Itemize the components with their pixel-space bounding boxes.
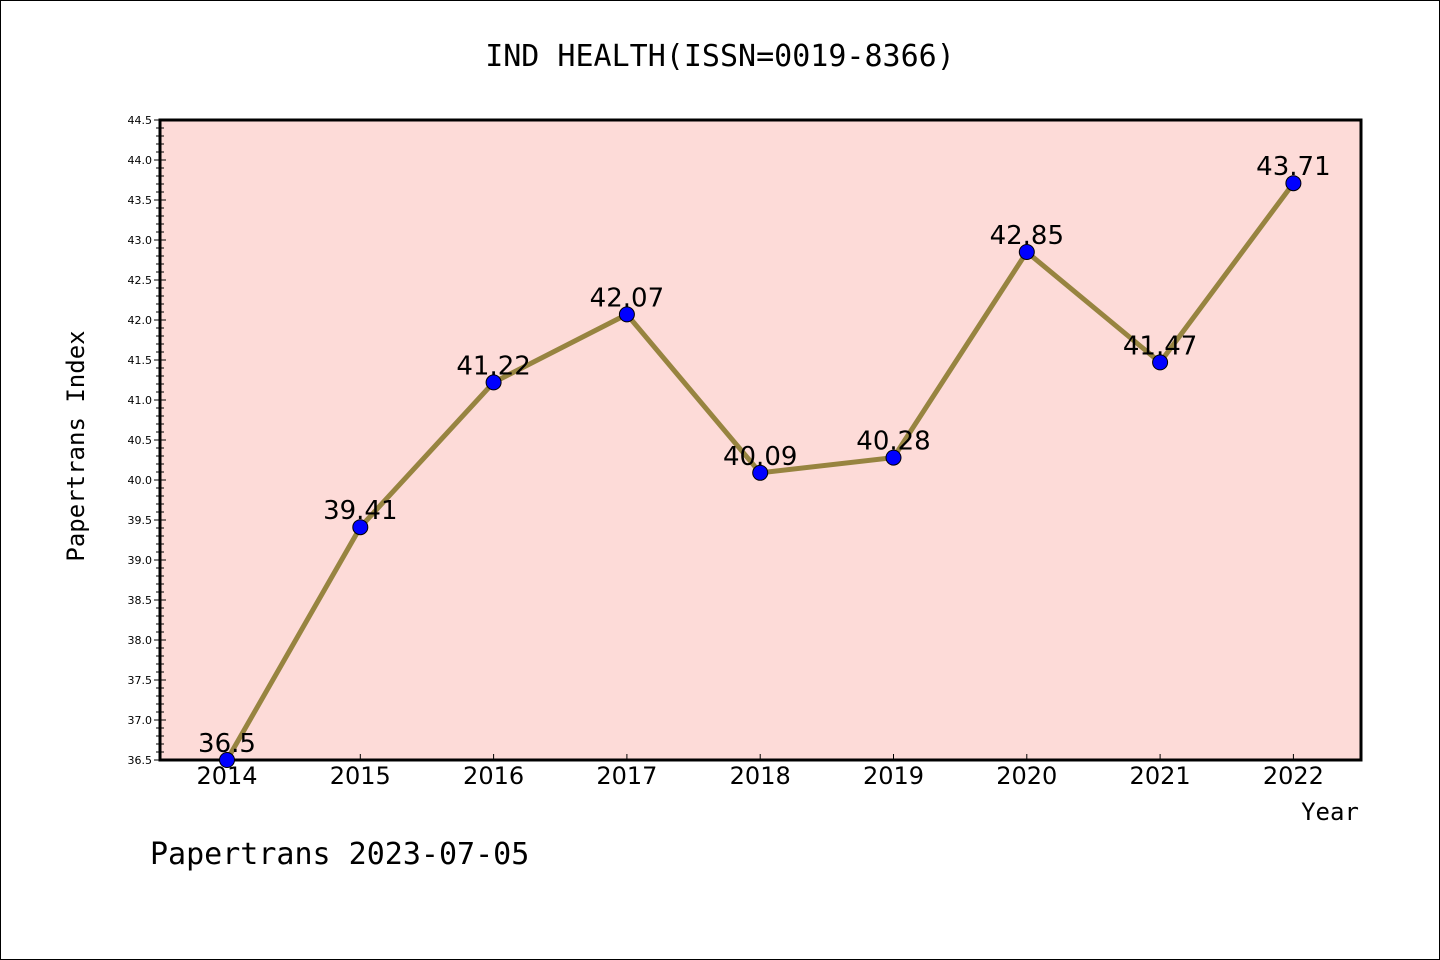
data-point: [1152, 354, 1169, 371]
data-point: [752, 464, 769, 481]
y-axis-label: Papertrans Index: [62, 330, 90, 561]
data-label: 39.41: [323, 496, 397, 526]
y-tick-label: 41.0: [128, 394, 153, 407]
data-label: 36.5: [198, 729, 256, 759]
y-tick-label: 41.5: [128, 354, 153, 367]
y-tick-label: 38.5: [128, 594, 153, 607]
data-points: [219, 175, 1302, 768]
data-point: [1285, 175, 1302, 192]
y-tick-label: 39.5: [128, 514, 153, 527]
chart-title: IND HEALTH(ISSN=0019-8366): [485, 39, 955, 74]
y-tick-label: 40.0: [128, 474, 153, 487]
y-tick-label: 42.5: [128, 274, 153, 287]
plot-area: [158, 118, 1363, 762]
data-point: [485, 374, 502, 391]
x-tick-label: 2017: [596, 762, 657, 790]
y-tick-label: 36.5: [128, 754, 153, 767]
y-tick-label: 38.0: [128, 634, 153, 647]
y-tick-label: 44.5: [128, 114, 153, 127]
y-tick-label: 43.5: [128, 194, 153, 207]
x-axis-label: Year: [1301, 798, 1359, 826]
y-tick-label: 37.0: [128, 714, 153, 727]
data-point: [352, 519, 369, 536]
x-tick-label: 2022: [1263, 762, 1324, 790]
y-tick-label: 44.0: [128, 154, 153, 167]
x-tick-label: 2019: [863, 762, 924, 790]
data-point: [885, 449, 902, 466]
data-label: 42.07: [590, 283, 664, 313]
footer-text: Papertrans 2023-07-05: [150, 837, 529, 872]
y-tick-label: 40.5: [128, 434, 153, 447]
data-labels: 36.5 39.41 41.22 42.07 40.09 40.28 42.85 41.47 4…: [198, 152, 1331, 759]
data-label: 43.71: [1256, 152, 1330, 182]
y-tick-label: 39.0: [128, 554, 153, 567]
x-tick-label: 2020: [996, 762, 1057, 790]
data-point: [618, 306, 635, 323]
y-tick-label: 37.5: [128, 674, 153, 687]
x-tick-label: 2015: [330, 762, 391, 790]
data-point: [1018, 244, 1035, 260]
x-tick-label: 2021: [1130, 762, 1191, 790]
data-point: [219, 752, 235, 768]
data-label: 40.28: [856, 427, 930, 457]
y-tick-label: 42.0: [128, 314, 153, 327]
data-label: 41.47: [1123, 331, 1197, 361]
x-tick-label: 2018: [730, 762, 791, 790]
x-axis: 2014 2015 2016 2017 2018 2019 2020 2021 2022: [196, 754, 1324, 790]
data-label: 41.22: [456, 351, 530, 381]
y-tick-label: 43.0: [128, 234, 153, 247]
data-label: 40.09: [723, 442, 797, 472]
y-axis: 36.5 37.0 37.5 38.0 38.5 39.0 39.5 40.0 40.5 41.0…: [128, 114, 166, 767]
x-tick-label: 2016: [463, 762, 524, 790]
data-label: 42.85: [990, 221, 1064, 251]
